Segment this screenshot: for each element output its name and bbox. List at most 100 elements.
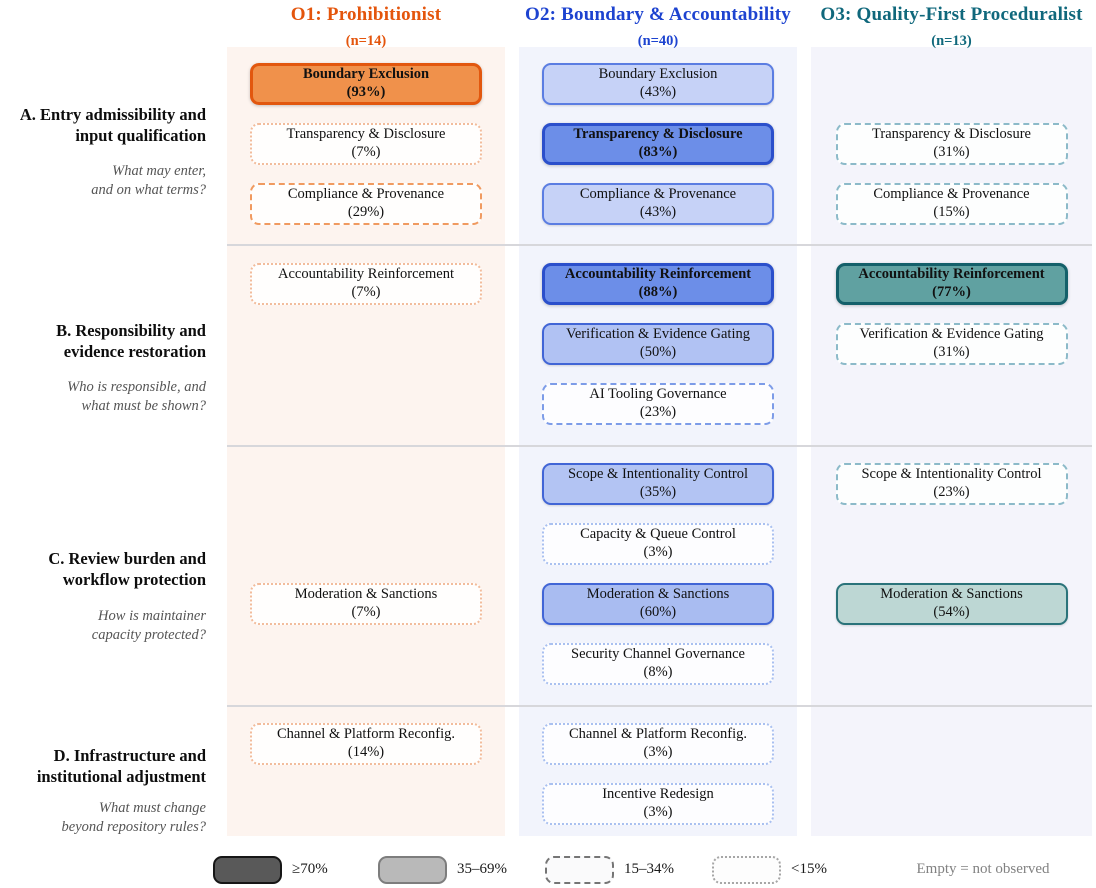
theme-box-o2-security-channel-governance: Security Channel Governance (8%) (542, 643, 774, 685)
theme-box-o3-verification-evidence-gating: Verification & Evidence Gating (31%) (835, 323, 1068, 365)
theme-percentage: (3%) (643, 544, 673, 560)
theme-percentage: (50%) (639, 344, 677, 360)
theme-box-o1-boundary-exclusion: Boundary Exclusion (93%) (250, 63, 482, 105)
theme-label: Transparency & Disclosure (872, 126, 1031, 143)
legend-label-high: ≥70% (292, 861, 328, 877)
column-title-o1: O1: Prohibitionist (290, 4, 442, 25)
theme-box-o2-boundary-exclusion: Boundary Exclusion (43%) (542, 63, 774, 105)
theme-box-o2-verification-evidence-gating: Verification & Evidence Gating (50%) (542, 323, 774, 365)
column-count-o3: (n=13) (931, 33, 972, 49)
row-subtitle-b: Who is responsible, and what must be sho… (67, 379, 206, 415)
theme-percentage: (8%) (643, 664, 673, 680)
column-count-o1: (n=14) (345, 33, 387, 49)
row-separator (227, 244, 1092, 246)
theme-box-o2-compliance-provenance: Compliance & Provenance (43%) (542, 183, 774, 225)
row-separator (227, 445, 1092, 447)
theme-label: Channel & Platform Reconfig. (277, 726, 455, 743)
theme-percentage: (60%) (639, 604, 677, 620)
row-subtitle-c: How is maintainer capacity protected? (91, 608, 206, 644)
theme-label: Transparency & Disclosure (573, 126, 743, 143)
theme-label: Accountability Reinforcement (564, 266, 752, 283)
theme-label: Incentive Redesign (602, 786, 714, 803)
legend-note: Empty = not observed (916, 861, 1050, 877)
theme-box-o2-accountability-reinforcement: Accountability Reinforcement (88%) (542, 263, 774, 305)
theme-box-o1-transparency-disclosure: Transparency & Disclosure (7%) (250, 123, 482, 165)
theme-box-o2-incentive-redesign: Incentive Redesign (3%) (542, 783, 774, 825)
theme-label: Moderation & Sanctions (586, 586, 730, 603)
legend-label-mid: 35–69% (457, 861, 507, 877)
theme-box-o2-capacity-queue-control: Capacity & Queue Control (3%) (542, 523, 774, 565)
theme-percentage: (88%) (638, 284, 678, 300)
theme-label: Channel & Platform Reconfig. (569, 726, 747, 743)
theme-box-o2-moderation-sanctions: Moderation & Sanctions (60%) (542, 583, 774, 625)
theme-percentage: (43%) (639, 84, 677, 100)
theme-percentage: (7%) (351, 144, 381, 160)
theme-percentage: (93%) (346, 84, 386, 100)
theme-label: Capacity & Queue Control (580, 526, 736, 543)
theme-box-o1-accountability-reinforcement: Accountability Reinforcement (7%) (250, 263, 482, 305)
theme-percentage: (23%) (639, 404, 677, 420)
theme-box-o1-moderation-sanctions: Moderation & Sanctions (7%) (250, 583, 482, 625)
theme-percentage: (54%) (933, 604, 970, 620)
theme-box-o2-channel-platform-reconfig: Channel & Platform Reconfig. (3%) (542, 723, 774, 765)
theme-percentage: (23%) (933, 484, 970, 500)
theme-percentage: (7%) (351, 604, 381, 620)
theme-label: Accountability Reinforcement (278, 266, 454, 283)
column-background-o1 (227, 47, 505, 836)
theme-label: Moderation & Sanctions (294, 586, 438, 603)
theme-percentage: (77%) (932, 284, 971, 300)
theme-label: Transparency & Disclosure (286, 126, 446, 143)
theme-box-o3-accountability-reinforcement: Accountability Reinforcement (77%) (835, 263, 1068, 305)
row-title-d: D. Infrastructure and institutional adju… (36, 746, 206, 787)
theme-percentage: (29%) (347, 204, 385, 220)
column-title-o3: O3: Quality-First Proceduralist (820, 4, 1083, 25)
row-title-b: B. Responsibility and evidence restorati… (56, 321, 206, 362)
theme-label: Compliance & Provenance (873, 186, 1030, 203)
theme-percentage: (14%) (347, 744, 385, 760)
column-count-o2: (n=40) (637, 33, 679, 49)
legend-swatch-high (213, 856, 282, 884)
theme-percentage: (31%) (933, 344, 970, 360)
row-subtitle-a: What may enter, and on what terms? (91, 163, 206, 199)
theme-box-o3-compliance-provenance: Compliance & Provenance (15%) (835, 183, 1068, 225)
row-title-c: C. Review burden and workflow protection (48, 549, 206, 590)
legend-label-vlow: <15% (791, 861, 827, 877)
row-separator (227, 705, 1092, 707)
theme-label: Boundary Exclusion (598, 66, 718, 83)
theme-percentage: (15%) (933, 204, 970, 220)
theme-box-o3-moderation-sanctions: Moderation & Sanctions (54%) (835, 583, 1068, 625)
theme-percentage: (35%) (639, 484, 677, 500)
legend-label-low: 15–34% (624, 861, 674, 877)
theme-percentage: (7%) (351, 284, 381, 300)
column-background-o3 (811, 47, 1092, 836)
legend-swatch-mid (378, 856, 447, 884)
theme-box-o2-transparency-disclosure: Transparency & Disclosure (83%) (542, 123, 774, 165)
theme-box-o3-scope-intentionality-control: Scope & Intentionality Control (23%) (835, 463, 1068, 505)
theme-percentage: (3%) (643, 744, 673, 760)
theme-percentage: (43%) (639, 204, 677, 220)
theme-percentage: (31%) (933, 144, 970, 160)
theme-box-o3-transparency-disclosure: Transparency & Disclosure (31%) (835, 123, 1068, 165)
theme-box-o1-compliance-provenance: Compliance & Provenance (29%) (250, 183, 482, 225)
theme-label: Verification & Evidence Gating (859, 326, 1044, 343)
column-title-o2: O2: Boundary & Accountability (524, 4, 792, 25)
theme-label: Verification & Evidence Gating (565, 326, 750, 343)
row-title-a: A. Entry admissibility and input qualifi… (19, 105, 206, 146)
theme-label: AI Tooling Governance (589, 386, 727, 403)
theme-box-o2-ai-tooling-governance: AI Tooling Governance (23%) (542, 383, 774, 425)
theme-percentage: (83%) (638, 144, 678, 160)
theme-label: Scope & Intentionality Control (861, 466, 1042, 483)
theme-label: Scope & Intentionality Control (567, 466, 749, 483)
theme-box-o2-scope-intentionality-control: Scope & Intentionality Control (35%) (542, 463, 774, 505)
row-subtitle-d: What must change beyond repository rules… (61, 800, 206, 836)
theme-label: Boundary Exclusion (302, 66, 430, 83)
legend-swatch-vlow (712, 856, 781, 884)
theme-label: Security Channel Governance (571, 646, 745, 663)
theme-label: Moderation & Sanctions (880, 586, 1023, 603)
theme-label: Compliance & Provenance (287, 186, 445, 203)
theme-label: Compliance & Provenance (579, 186, 737, 203)
legend-swatch-low (545, 856, 614, 884)
theme-box-o1-channel-platform-reconfig: Channel & Platform Reconfig. (14%) (250, 723, 482, 765)
column-background-o2 (519, 47, 797, 836)
